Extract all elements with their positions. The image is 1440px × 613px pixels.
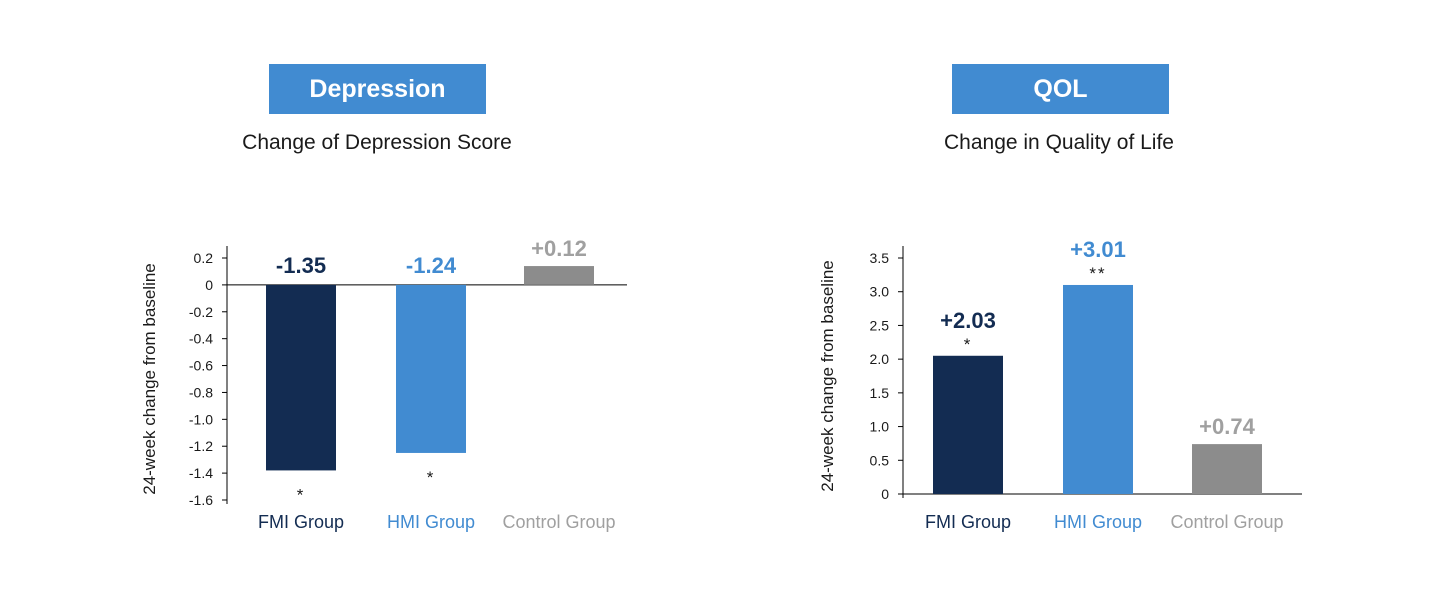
qol-y-tick-label: 2.5 xyxy=(870,317,890,333)
depression-category-label-fmi-group: FMI Group xyxy=(258,512,344,532)
qol-panel: QOL Change in Quality of Life xyxy=(720,0,1440,613)
depression-badge: Depression xyxy=(269,64,486,114)
qol-value-label-control-group: +0.74 xyxy=(1199,414,1255,439)
depression-y-tick-label: -0.6 xyxy=(189,358,213,374)
depression-y-tick-label: -1.4 xyxy=(189,465,213,481)
depression-category-label-hmi-group: HMI Group xyxy=(387,512,475,532)
depression-value-label-control-group: +0.12 xyxy=(531,236,587,261)
depression-panel: Depression Change of Depression Score xyxy=(242,64,512,154)
qol-y-tick-label: 0 xyxy=(881,486,889,502)
qol-y-tick-label: 1.5 xyxy=(870,385,890,401)
qol-y-axis-label: 24-week change from baseline xyxy=(818,260,837,492)
qol-significance-marker: ** xyxy=(1089,264,1106,283)
depression-y-tick-label: -1.2 xyxy=(189,438,213,454)
depression-y-tick-label: -1.6 xyxy=(189,492,213,508)
depression-y-tick-label: -0.8 xyxy=(189,384,213,400)
depression-y-tick-label: -1.0 xyxy=(189,411,213,427)
depression-bar-control-group xyxy=(524,266,594,285)
depression-value-label-fmi-group: -1.35 xyxy=(276,253,326,278)
qol-category-label-fmi-group: FMI Group xyxy=(925,512,1011,532)
depression-category-label-control-group: Control Group xyxy=(502,512,615,532)
qol-bar-hmi-group xyxy=(1063,284,1133,494)
qol-y-tick-label: 3.0 xyxy=(870,284,890,300)
depression-bar-hmi-group xyxy=(396,284,466,453)
depression-bar-chart: 24-week change from baseline 0.2 0 -0.2 -0.4… xyxy=(140,236,627,532)
qol-bar-chart: 24-week change from baseline 3.5 3.0 2.5 2.0… xyxy=(818,237,1302,532)
depression-y-tick-label: 0.2 xyxy=(194,250,214,266)
qol-value-label-hmi-group: +3.01 xyxy=(1070,237,1126,262)
qol-category-label-control-group: Control Group xyxy=(1170,512,1283,532)
depression-value-label-hmi-group: -1.24 xyxy=(406,253,457,278)
qol-value-label-fmi-group: +2.03 xyxy=(940,308,996,333)
depression-y-tick-label: -0.2 xyxy=(189,304,213,320)
qol-bar-control-group xyxy=(1192,444,1262,494)
qol-subtitle: Change in Quality of Life xyxy=(944,131,1174,154)
qol-y-tick-label: 0.5 xyxy=(870,452,890,468)
qol-bar-fmi-group xyxy=(933,355,1003,494)
qol-badge: QOL xyxy=(952,64,1169,114)
depression-y-tick-label: 0 xyxy=(205,277,213,293)
qol-y-tick-label: 1.0 xyxy=(870,419,890,435)
depression-y-tick-label: -0.4 xyxy=(189,331,213,347)
qol-significance-marker: * xyxy=(964,335,973,354)
qol-y-tick-label: 3.5 xyxy=(870,250,890,266)
qol-y-tick-label: 2.0 xyxy=(870,351,890,367)
depression-bar-fmi-group xyxy=(266,284,336,471)
depression-y-axis-label: 24-week change from baseline xyxy=(140,263,159,495)
depression-significance-marker: * xyxy=(427,468,436,487)
depression-significance-marker: * xyxy=(297,485,306,504)
qol-category-label-hmi-group: HMI Group xyxy=(1054,512,1142,532)
depression-subtitle: Change of Depression Score xyxy=(242,131,512,154)
